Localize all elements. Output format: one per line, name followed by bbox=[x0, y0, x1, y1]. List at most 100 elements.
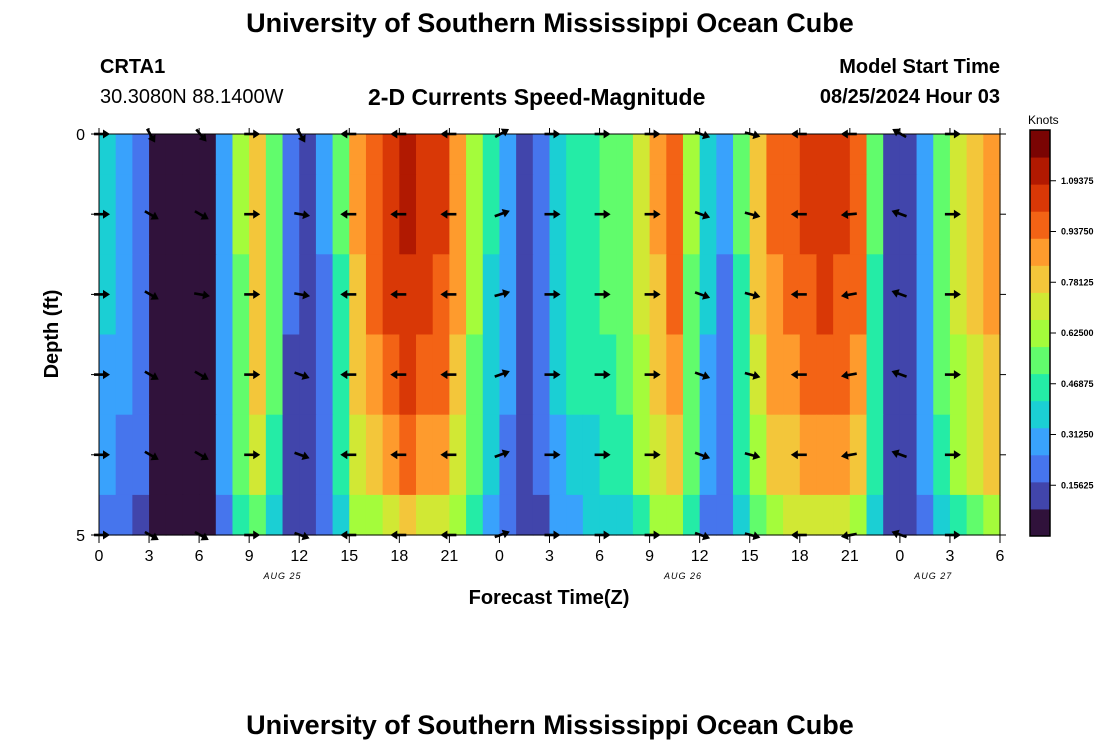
current-vector bbox=[294, 290, 311, 300]
heatmap-cell bbox=[315, 334, 334, 416]
heatmap-cell bbox=[416, 174, 434, 255]
heatmap-cell bbox=[132, 134, 150, 175]
heatmap-cell bbox=[416, 134, 434, 175]
heatmap-cell bbox=[182, 254, 200, 336]
heatmap-cell bbox=[265, 134, 284, 175]
heatmap-cell bbox=[132, 414, 150, 496]
colorbar-tick-label: 0.62500 bbox=[1061, 328, 1094, 338]
vector-head bbox=[502, 289, 511, 298]
current-vector bbox=[891, 289, 907, 298]
heatmap-cell bbox=[282, 254, 300, 336]
vector-head bbox=[603, 289, 611, 299]
heatmap-cell bbox=[949, 494, 968, 536]
heatmap-cell bbox=[115, 134, 133, 175]
heatmap-cell bbox=[149, 494, 167, 536]
heatmap-cell bbox=[215, 334, 234, 416]
heatmap-cell bbox=[733, 134, 751, 175]
vector-head bbox=[752, 451, 761, 460]
colorbar-tick-label: 0.93750 bbox=[1061, 227, 1094, 237]
heatmap-cell bbox=[532, 414, 551, 496]
heatmap-cell bbox=[182, 174, 200, 255]
heatmap-cell bbox=[449, 494, 467, 536]
heatmap-cell bbox=[666, 134, 684, 175]
vector-head bbox=[790, 209, 798, 219]
vector-head bbox=[297, 134, 306, 143]
heatmap-cell bbox=[182, 134, 200, 175]
heatmap-cell bbox=[916, 334, 934, 416]
vector-head bbox=[840, 370, 849, 380]
vector-head bbox=[701, 210, 711, 220]
heatmap-cell bbox=[149, 174, 167, 255]
vector-head bbox=[301, 451, 310, 461]
current-vector bbox=[390, 289, 407, 299]
vector-head bbox=[440, 209, 448, 219]
heatmap-cell bbox=[849, 134, 868, 175]
vector-head bbox=[200, 452, 209, 461]
current-vector bbox=[594, 289, 611, 299]
heatmap-cell bbox=[532, 134, 551, 175]
vector-head bbox=[840, 450, 849, 460]
heatmap-cell bbox=[349, 494, 367, 536]
heatmap-cell bbox=[365, 134, 384, 175]
heatmap-cell bbox=[799, 134, 818, 175]
heatmap-cell bbox=[983, 174, 1001, 255]
current-vector bbox=[944, 370, 961, 380]
x-tick-label: 3 bbox=[145, 548, 154, 565]
current-vector bbox=[694, 291, 711, 300]
x-tick-label: 0 bbox=[495, 548, 504, 565]
heatmap-cell bbox=[149, 134, 167, 175]
vector-head bbox=[150, 532, 159, 541]
current-vector bbox=[144, 450, 159, 461]
heatmap-cell bbox=[432, 494, 450, 536]
current-vector bbox=[790, 209, 807, 219]
model-start-time: 08/25/2024 Hour 03 bbox=[819, 86, 1000, 108]
colorbar-segment bbox=[1030, 157, 1050, 185]
heatmap-cell bbox=[349, 174, 367, 255]
heatmap-cell bbox=[265, 174, 284, 255]
heatmap-cell bbox=[866, 254, 884, 336]
heatmap-cell bbox=[365, 414, 384, 496]
heatmap-cell bbox=[499, 134, 517, 175]
current-vector bbox=[594, 209, 611, 219]
current-vector bbox=[244, 209, 261, 219]
heatmap-cell bbox=[799, 334, 818, 416]
heatmap-cell bbox=[499, 174, 517, 255]
current-vector bbox=[944, 209, 961, 219]
heatmap-cell bbox=[566, 254, 584, 336]
heatmap-cell bbox=[582, 174, 601, 255]
heatmap-cell bbox=[399, 254, 417, 336]
heatmap-cell bbox=[733, 254, 751, 336]
heatmap-cell bbox=[299, 414, 317, 496]
heatmap-cell bbox=[966, 334, 984, 416]
current-vector bbox=[440, 209, 457, 219]
heatmap-cell bbox=[532, 174, 551, 255]
x-tick-label: 21 bbox=[440, 548, 458, 565]
heatmap-cell bbox=[933, 134, 951, 175]
heatmap-cell bbox=[816, 174, 834, 255]
x-tick-label: 6 bbox=[996, 548, 1005, 565]
heatmap-cell bbox=[966, 174, 984, 255]
heatmap-cell bbox=[616, 174, 634, 255]
vector-head bbox=[891, 529, 900, 539]
current-vector bbox=[340, 289, 357, 299]
heatmap-cell bbox=[632, 254, 651, 336]
heatmap-cell bbox=[916, 254, 934, 336]
heatmap-cell bbox=[282, 494, 300, 536]
heatmap-cell bbox=[899, 174, 918, 255]
heatmap-cell bbox=[666, 494, 684, 536]
heatmap-cell bbox=[949, 134, 968, 175]
vector-head bbox=[198, 133, 207, 142]
heatmap-cell bbox=[516, 334, 534, 416]
vector-head bbox=[653, 370, 661, 380]
vector-head bbox=[701, 531, 711, 541]
heatmap-cell bbox=[716, 134, 734, 175]
vector-head bbox=[790, 450, 798, 460]
vector-head bbox=[553, 289, 561, 299]
heatmap-cell bbox=[215, 254, 234, 336]
current-vector bbox=[294, 451, 310, 461]
heatmap-cell bbox=[182, 334, 200, 416]
heatmap-cell bbox=[766, 254, 784, 336]
vector-head bbox=[440, 370, 448, 380]
x-tick-label: 12 bbox=[290, 548, 308, 565]
heatmap-cell bbox=[833, 334, 851, 416]
